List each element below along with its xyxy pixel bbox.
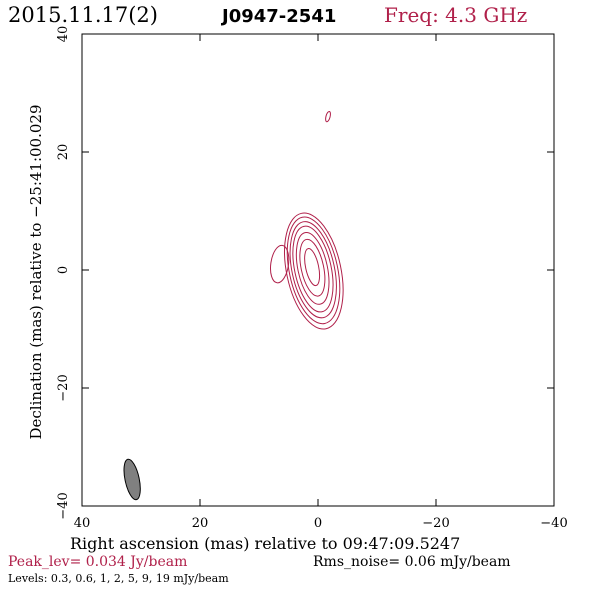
contour-levels: Levels: 0.3, 0.6, 1, 2, 5, 9, 19 mJy/bea… (8, 572, 229, 585)
contour-level-3 (292, 225, 334, 313)
contour-level-1 (286, 216, 341, 325)
plot-frame (81, 33, 555, 507)
x-tick-label: 40 (74, 516, 91, 531)
x-tick-label: 0 (314, 516, 322, 531)
x-axis-label: Right ascension (mas) relative to 09:47:… (70, 534, 460, 553)
source-name: J0947-2541 (220, 6, 336, 27)
contour-lines (270, 110, 344, 330)
peak-level: Peak_lev= 0.034 Jy/beam (8, 554, 187, 570)
x-tick-label: 20 (192, 516, 209, 531)
y-tick-label: 40 (56, 26, 71, 43)
contour-level-2 (289, 221, 337, 319)
contour-component-1 (325, 110, 331, 123)
contour-level-6 (304, 248, 321, 287)
frequency-label: Freq: 4.3 GHz (384, 3, 527, 27)
beam-shape (123, 458, 141, 501)
beam-ellipse (123, 458, 141, 501)
x-tick-labels: 40 20 0 −20 −40 (74, 516, 568, 531)
axis-ticks (81, 33, 555, 507)
y-tick-label: −20 (56, 374, 71, 401)
y-tick-label: 0 (56, 266, 71, 274)
observation-date: 2015.11.17(2) (8, 3, 158, 27)
y-tick-labels: −40 −20 0 20 40 (56, 26, 71, 520)
y-tick-label: −40 (56, 492, 71, 519)
y-tick-label: 20 (56, 144, 71, 161)
contour-component-0 (270, 244, 290, 284)
x-tick-label: −40 (540, 516, 567, 531)
contour-level-5 (299, 238, 326, 297)
contour-level-4 (295, 231, 330, 305)
y-axis-label: Declination (mas) relative to −25:41:00.… (27, 104, 45, 439)
contour-level-0 (284, 212, 344, 330)
rms-noise: Rms_noise= 0.06 mJy/beam (313, 554, 511, 570)
x-tick-label: −20 (422, 516, 449, 531)
